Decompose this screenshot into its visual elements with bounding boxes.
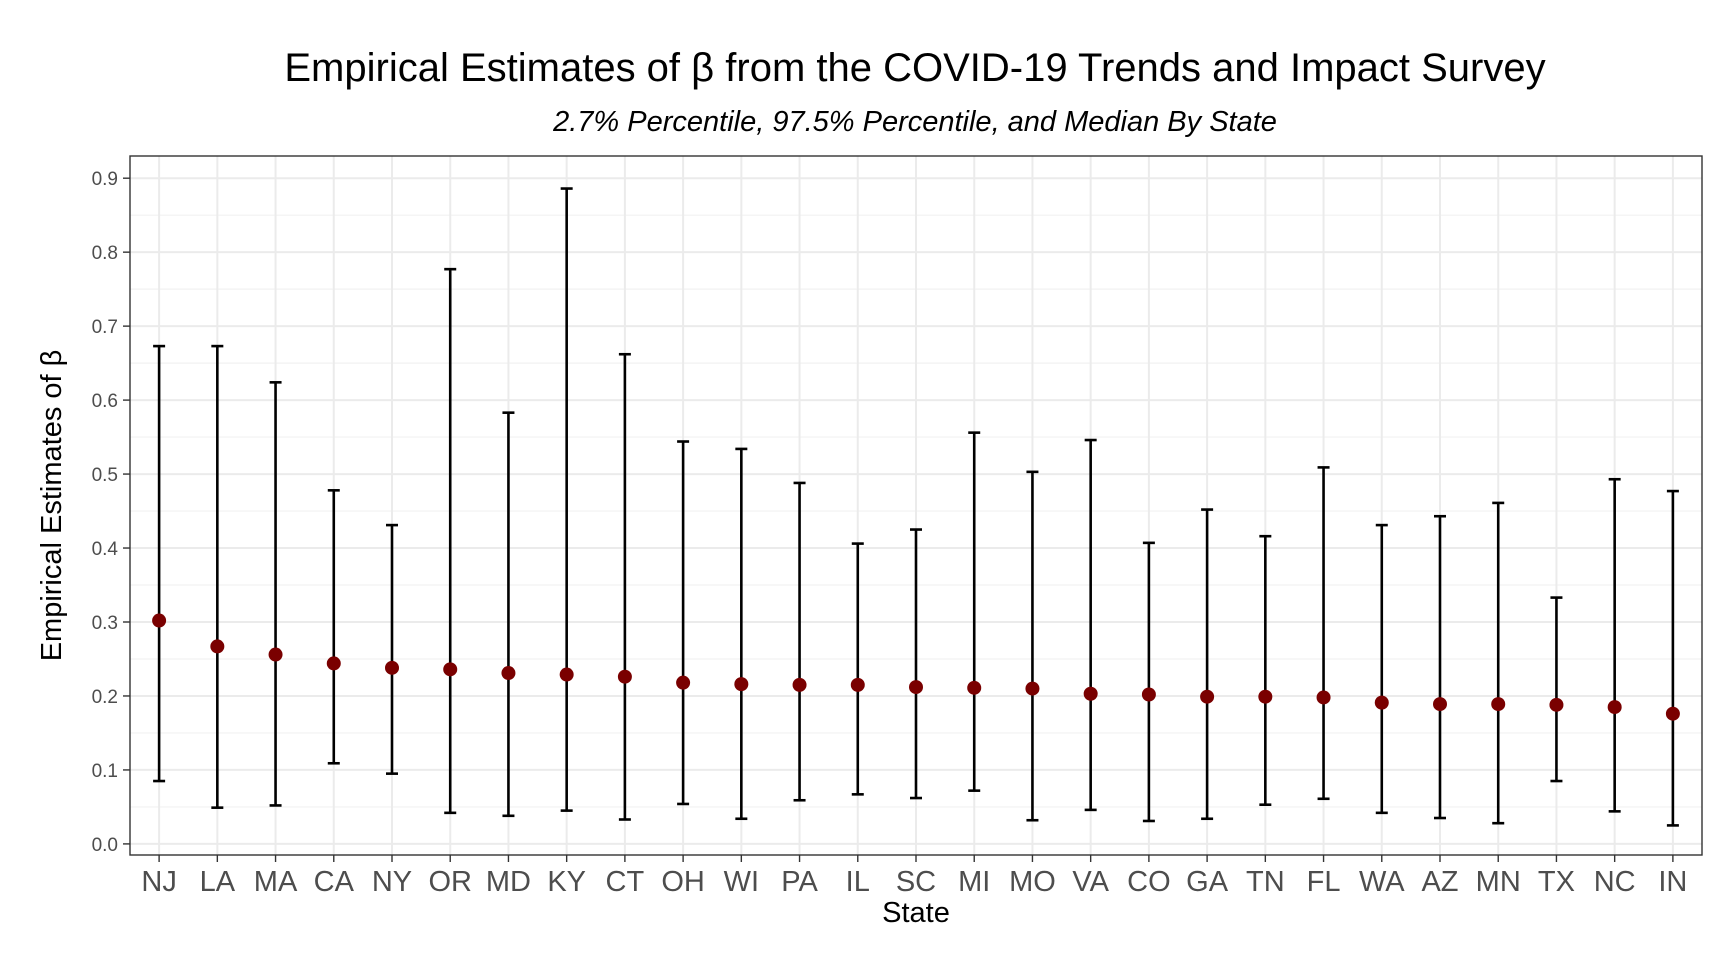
- x-tick-label-sc: SC: [896, 866, 936, 898]
- median-point-mi: [967, 680, 982, 695]
- median-points: [152, 613, 1680, 721]
- x-tick-label-tn: TN: [1246, 866, 1285, 898]
- x-tick-label-ky: KY: [547, 866, 586, 898]
- y-axis-title: Empirical Estimates of β: [36, 350, 68, 662]
- y-tick-label: 0.1: [92, 761, 118, 782]
- median-point-ky: [559, 667, 574, 682]
- y-tick-label: 0.9: [92, 169, 118, 190]
- chart-title: Empirical Estimates of β from the COVID-…: [284, 46, 1546, 90]
- x-tick-label-ma: MA: [254, 866, 298, 898]
- x-axis: NJ LA MA CA NY OR MD KY CT OH WI PA IL SC MI MO VA CO GA TN…: [141, 855, 1687, 898]
- x-tick-label-fl: FL: [1307, 866, 1341, 898]
- median-point-ca: [326, 656, 341, 671]
- median-point-ct: [617, 669, 632, 684]
- y-tick-label: 0.4: [92, 539, 119, 560]
- y-axis: 0.0 0.1 0.2 0.3 0.4 0.5 0.6 0.7 0.8 0.9: [92, 169, 130, 856]
- x-tick-label-or: OR: [428, 866, 472, 898]
- median-point-la: [210, 639, 225, 654]
- median-point-oh: [676, 675, 691, 690]
- median-point-pa: [792, 677, 807, 692]
- error-bars: [153, 187, 1679, 827]
- x-tick-label-in: IN: [1658, 866, 1687, 898]
- y-tick-label: 0.6: [92, 391, 118, 412]
- x-tick-label-nc: NC: [1594, 866, 1636, 898]
- x-tick-label-ga: GA: [1186, 866, 1229, 898]
- median-point-nc: [1607, 700, 1622, 715]
- y-tick-label: 0.7: [92, 317, 118, 338]
- median-point-tx: [1549, 697, 1564, 712]
- y-tick-label: 0.0: [92, 835, 118, 856]
- y-tick-label: 0.5: [92, 465, 118, 486]
- median-point-or: [443, 662, 458, 677]
- median-point-tn: [1258, 689, 1273, 704]
- median-point-az: [1433, 697, 1447, 712]
- median-point-ny: [385, 660, 399, 675]
- x-tick-label-nj: NJ: [141, 866, 176, 898]
- median-point-md: [501, 666, 516, 681]
- x-tick-label-mo: MO: [1009, 866, 1056, 898]
- median-point-wi: [734, 677, 749, 692]
- median-point-in: [1665, 706, 1680, 721]
- x-tick-label-md: MD: [486, 866, 531, 898]
- median-point-va: [1083, 686, 1098, 701]
- median-point-nj: [152, 613, 167, 628]
- chart-subtitle: 2.7% Percentile, 97.5% Percentile, and M…: [553, 106, 1277, 138]
- x-tick-label-mn: MN: [1476, 866, 1521, 898]
- x-tick-label-mi: MI: [958, 866, 990, 898]
- y-tick-label: 0.3: [92, 613, 118, 634]
- x-tick-label-ct: CT: [606, 866, 645, 898]
- x-tick-label-wa: WA: [1359, 866, 1405, 898]
- x-tick-label-co: CO: [1127, 866, 1171, 898]
- x-tick-label-oh: OH: [661, 866, 705, 898]
- median-point-sc: [909, 680, 923, 695]
- x-tick-label-la: LA: [200, 866, 236, 898]
- median-point-il: [850, 677, 865, 692]
- x-tick-label-pa: PA: [781, 866, 818, 898]
- y-tick-label: 0.2: [92, 687, 118, 708]
- y-tick-label: 0.8: [92, 243, 118, 264]
- median-point-mo: [1025, 681, 1040, 696]
- median-point-wa: [1374, 695, 1389, 710]
- median-point-fl: [1316, 690, 1331, 705]
- median-point-ga: [1200, 689, 1215, 704]
- x-tick-label-ny: NY: [372, 866, 412, 898]
- x-tick-label-az: AZ: [1421, 866, 1458, 898]
- median-point-mn: [1491, 697, 1506, 712]
- median-point-co: [1141, 687, 1156, 702]
- median-point-ma: [268, 647, 283, 662]
- x-tick-label-ca: CA: [314, 866, 355, 898]
- x-tick-label-va: VA: [1072, 866, 1109, 898]
- x-axis-title: State: [882, 897, 950, 929]
- x-tick-label-wi: WI: [724, 866, 759, 898]
- x-tick-label-tx: TX: [1538, 866, 1575, 898]
- x-tick-label-il: IL: [846, 866, 870, 898]
